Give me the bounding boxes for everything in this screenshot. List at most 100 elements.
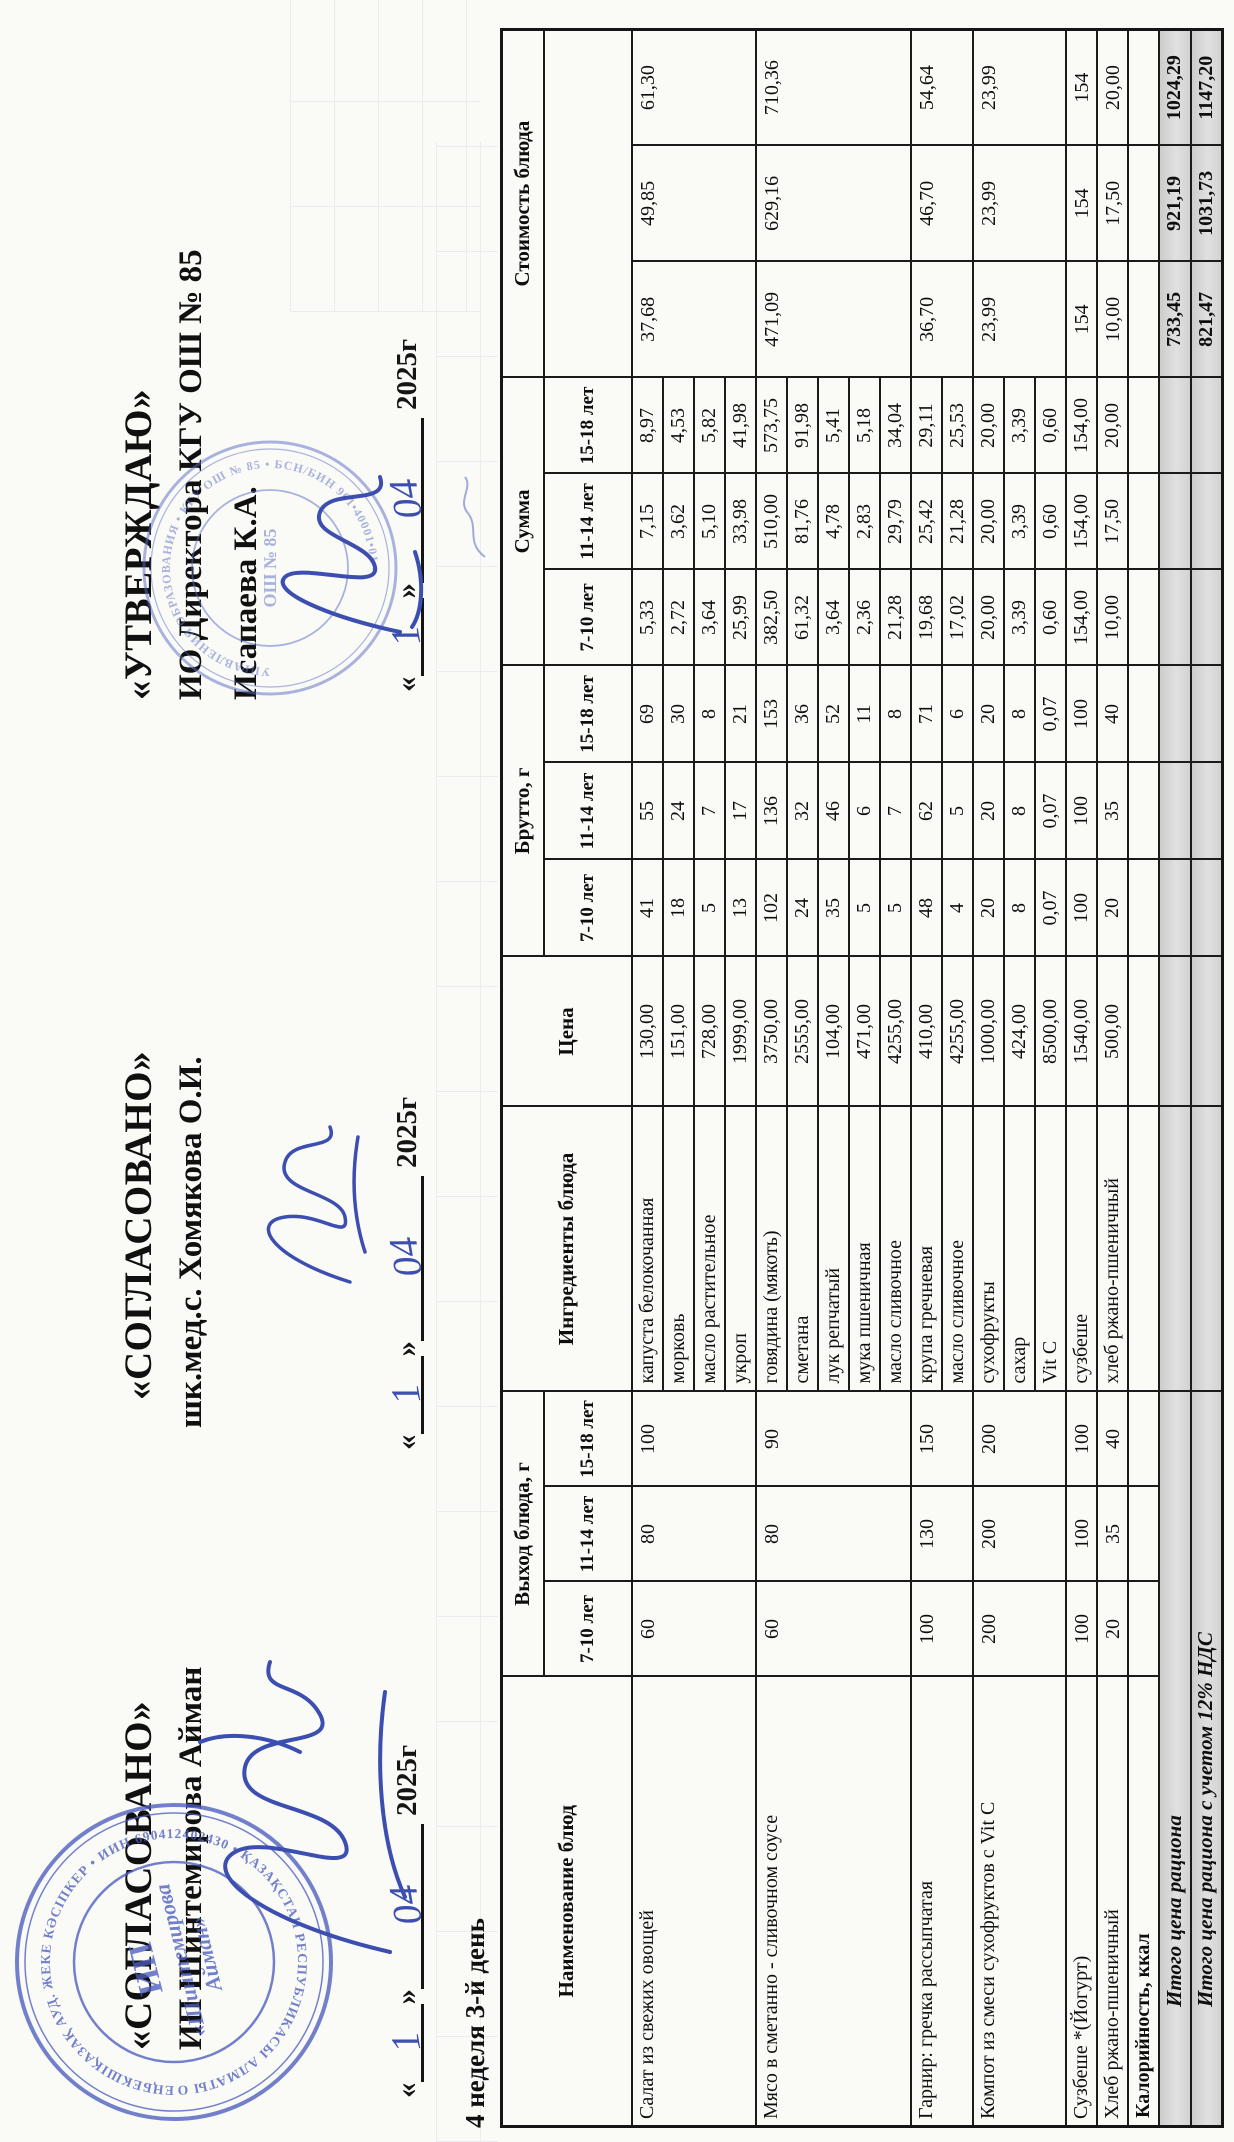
brutto-cell: 0,07 <box>1034 762 1066 860</box>
sum-cell: 3,39 <box>1003 569 1035 666</box>
chevron-close: » <box>388 583 423 599</box>
approval-title: «УТВЕРЖДАЮ» <box>117 388 160 700</box>
top-cell: 35 <box>1096 1486 1128 1582</box>
sum-cell: 8,97 <box>631 377 663 474</box>
sum-cell: 33,98 <box>724 473 756 570</box>
brutto-cell: 71 <box>910 665 942 763</box>
top-cell: 37,68 <box>631 261 756 378</box>
brutto-cell: 35 <box>1096 762 1128 860</box>
brutto-cell: 5 <box>879 859 911 957</box>
dish-cell: Компот из смеси сухофруктов с Vit C <box>972 1676 1066 2127</box>
price-cell: 3750,00 <box>755 956 787 1107</box>
tval-cell: 1147,20 <box>1190 29 1223 146</box>
top-cell: 154 <box>1065 145 1097 262</box>
brutto-cell: 55 <box>631 762 663 860</box>
brutto-cell: 100 <box>1065 859 1097 957</box>
sum-cell: 34,04 <box>879 377 911 474</box>
header-row-groups: Наименование блюд Выход блюда, г Ингредиен… <box>501 29 632 2127</box>
sum-cell: 5,82 <box>693 377 725 474</box>
sum-cell: 7,15 <box>631 473 663 570</box>
chevron-close: » <box>388 1341 423 1357</box>
empty-cell <box>1158 762 1191 860</box>
brutto-cell: 0,07 <box>1034 665 1066 763</box>
hdr-cell: Наименование блюд <box>501 1676 632 2127</box>
brutto-cell: 21 <box>724 665 756 763</box>
handwritten-month: 04 <box>379 1881 432 1930</box>
top-cell: 100 <box>1065 1391 1097 1487</box>
top-cell: 23,99 <box>972 261 1066 378</box>
brutto-cell: 46 <box>817 762 849 860</box>
approval-title: «СОГЛАСОВАНО» <box>117 1700 160 2050</box>
top-cell: 17,50 <box>1096 145 1128 262</box>
sum-cell: 2,83 <box>848 473 880 570</box>
ing-cell: сметана <box>786 1106 818 1392</box>
sum-cell: 29,11 <box>910 377 942 474</box>
empty-cell <box>1190 665 1223 763</box>
cal-cell: Калорийность, ккал <box>1127 1676 1159 2127</box>
brutto-cell: 153 <box>755 665 787 763</box>
top-cell: 40 <box>1096 1391 1128 1487</box>
price-cell: 728,00 <box>693 956 725 1107</box>
sum-cell: 5,41 <box>817 377 849 474</box>
sum-cell: 3,64 <box>693 569 725 666</box>
brutto-cell: 100 <box>1065 762 1097 860</box>
brutto-cell: 24 <box>786 859 818 957</box>
dish-cell: Хлеб ржано-пшеничный <box>1096 1676 1128 2127</box>
sum-cell: 41,98 <box>724 377 756 474</box>
empty-cell <box>1127 569 1159 666</box>
week-day-label: 4 неделя 3-й день <box>460 1918 490 2128</box>
brutto-cell: 20 <box>972 665 1004 763</box>
sum-cell: 25,42 <box>910 473 942 570</box>
top-cell: 100 <box>910 1581 973 1677</box>
sum-cell: 3,64 <box>817 569 849 666</box>
brutto-cell: 8 <box>879 665 911 763</box>
sum-cell: 5,33 <box>631 569 663 666</box>
top-cell: 710,36 <box>755 29 911 146</box>
chevron-open: « <box>388 676 423 693</box>
chevron-open: « <box>388 1434 423 1451</box>
brutto-cell: 100 <box>1065 665 1097 763</box>
ingredient-row: Салат из свежих овощей 60 80 100 капуста бел… <box>631 29 756 2127</box>
ingredient-row: Гарнир: гречка рассыпчатая 100 130 150 крупа… <box>910 29 973 2127</box>
brutto-cell: 18 <box>662 859 694 957</box>
brutto-cell: 5 <box>693 859 725 957</box>
menu-table: Наименование блюд Выход блюда, г Ингредиен… <box>500 27 1224 2128</box>
top-cell: 629,16 <box>755 145 911 262</box>
empty-cell <box>1190 956 1223 1107</box>
top-cell: 60 <box>631 1581 756 1677</box>
empty-cell <box>1127 377 1159 474</box>
handwritten-day: 1 <box>381 2028 430 2057</box>
tval-cell: 1024,29 <box>1158 29 1191 146</box>
approval-title: «СОГЛАСОВАНО» <box>117 1050 160 1400</box>
sum-cell: 154,00 <box>1065 377 1097 474</box>
brutto-cell: 4 <box>941 859 973 957</box>
tval-cell: 733,45 <box>1158 261 1191 378</box>
brutto-cell: 8 <box>1003 762 1035 860</box>
ing-cell: хлеб ржано-пшеничный <box>1096 1106 1128 1392</box>
price-cell: 151,00 <box>662 956 694 1107</box>
top-cell: 46,70 <box>910 145 973 262</box>
brutto-cell: 136 <box>755 762 787 860</box>
top-cell: 471,09 <box>755 261 911 378</box>
empty-cell <box>1127 956 1159 1107</box>
empty-cell <box>1158 665 1191 763</box>
brutto-cell: 7 <box>693 762 725 860</box>
sum-cell: 20,00 <box>972 569 1004 666</box>
ing-cell: масло сливочное <box>941 1106 973 1392</box>
sum-cell: 3,62 <box>662 473 694 570</box>
date-line: « 1 » 04 2025г <box>379 1745 432 2098</box>
empty-cell <box>1190 377 1223 474</box>
sum-cell: 2,72 <box>662 569 694 666</box>
brutto-cell: 40 <box>1096 665 1128 763</box>
approval-role: ИО Директора КГУ ОШ № 85 <box>173 249 209 700</box>
top-cell: 80 <box>755 1486 911 1582</box>
hdr-cell: Выход блюда, г <box>501 1391 544 1677</box>
top-cell: 23,99 <box>972 29 1066 146</box>
sum-cell: 4,78 <box>817 473 849 570</box>
date-line: « 1 » 04 2025г <box>380 339 431 693</box>
brutto-cell: 8 <box>693 665 725 763</box>
hdr-cell: Сумма <box>501 377 544 666</box>
sum-cell: 510,00 <box>755 473 787 570</box>
